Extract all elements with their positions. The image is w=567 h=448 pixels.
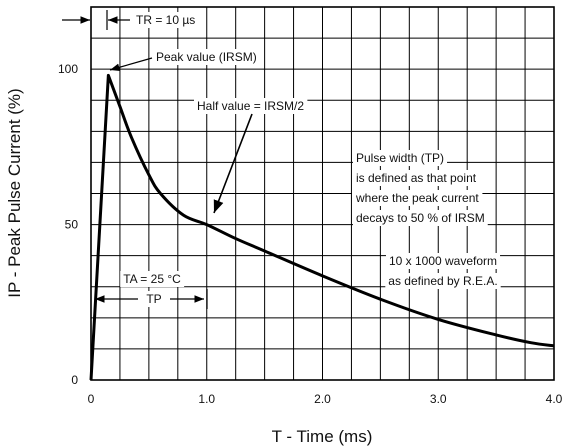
y-tick-label: 100 [58,62,78,76]
annotation-peak-bg [153,49,260,65]
annotation-half-bg [194,98,308,114]
annotation-waveform-bg [385,253,501,269]
annotation-pulse-width: where the peak current [355,191,479,205]
annotation-tp: TP [146,292,161,306]
series-group [89,73,555,381]
annotation-pulse-width: is defined as that point [356,171,477,185]
peak-arrow [109,57,153,72]
y-tick-labels: 0 50 100 [58,62,78,387]
y-axis-title: IP - Peak Pulse Current (%) [5,88,24,297]
annotation-peak: Peak value (IRSM) [156,50,257,64]
annotation-pulse-width-bg [353,210,488,226]
annotation-waveform: 10 x 1000 waveform [389,254,497,268]
y-tick-label: 50 [65,218,79,232]
annotation-ta: TA = 25 °C [123,272,181,286]
annotation-tr-bg [133,12,199,28]
x-axis-title: T - Time (ms) [272,427,373,446]
x-tick-labels: 0 1.0 2.0 3.0 4.0 [88,392,563,406]
annotation-ta-bg [120,271,185,287]
annotation-pulse-width-bg [353,150,448,166]
annotation-tp-bg [143,291,165,307]
x-tick-label: 3.0 [430,392,447,406]
x-tick-label: 2.0 [314,392,331,406]
annotation-pulse-width-bg [352,190,483,206]
plot-frame [90,6,555,381]
annotation-half: Half value = IRSM/2 [197,99,304,113]
series-line-waveform [89,73,555,381]
half-arrow [213,113,253,214]
annotation-pulse-width-bg [353,170,480,186]
annotation-pulse-width: Pulse width (TP) [356,151,444,165]
annotation-pulse-width: decays to 50 % of IRSM [356,211,485,225]
annotation-tr: TR = 10 µs [136,13,195,27]
y-tick-label: 0 [71,373,78,387]
annotation-waveform: as defined by R.E.A. [388,274,497,288]
annotations: TR = 10 µs Peak value (IRSM) Half value = … [62,10,501,309]
annotation-waveform-bg [385,273,501,289]
x-tick-label: 0 [88,392,95,406]
x-tick-label: 4.0 [546,392,563,406]
x-tick-label: 1.0 [198,392,215,406]
